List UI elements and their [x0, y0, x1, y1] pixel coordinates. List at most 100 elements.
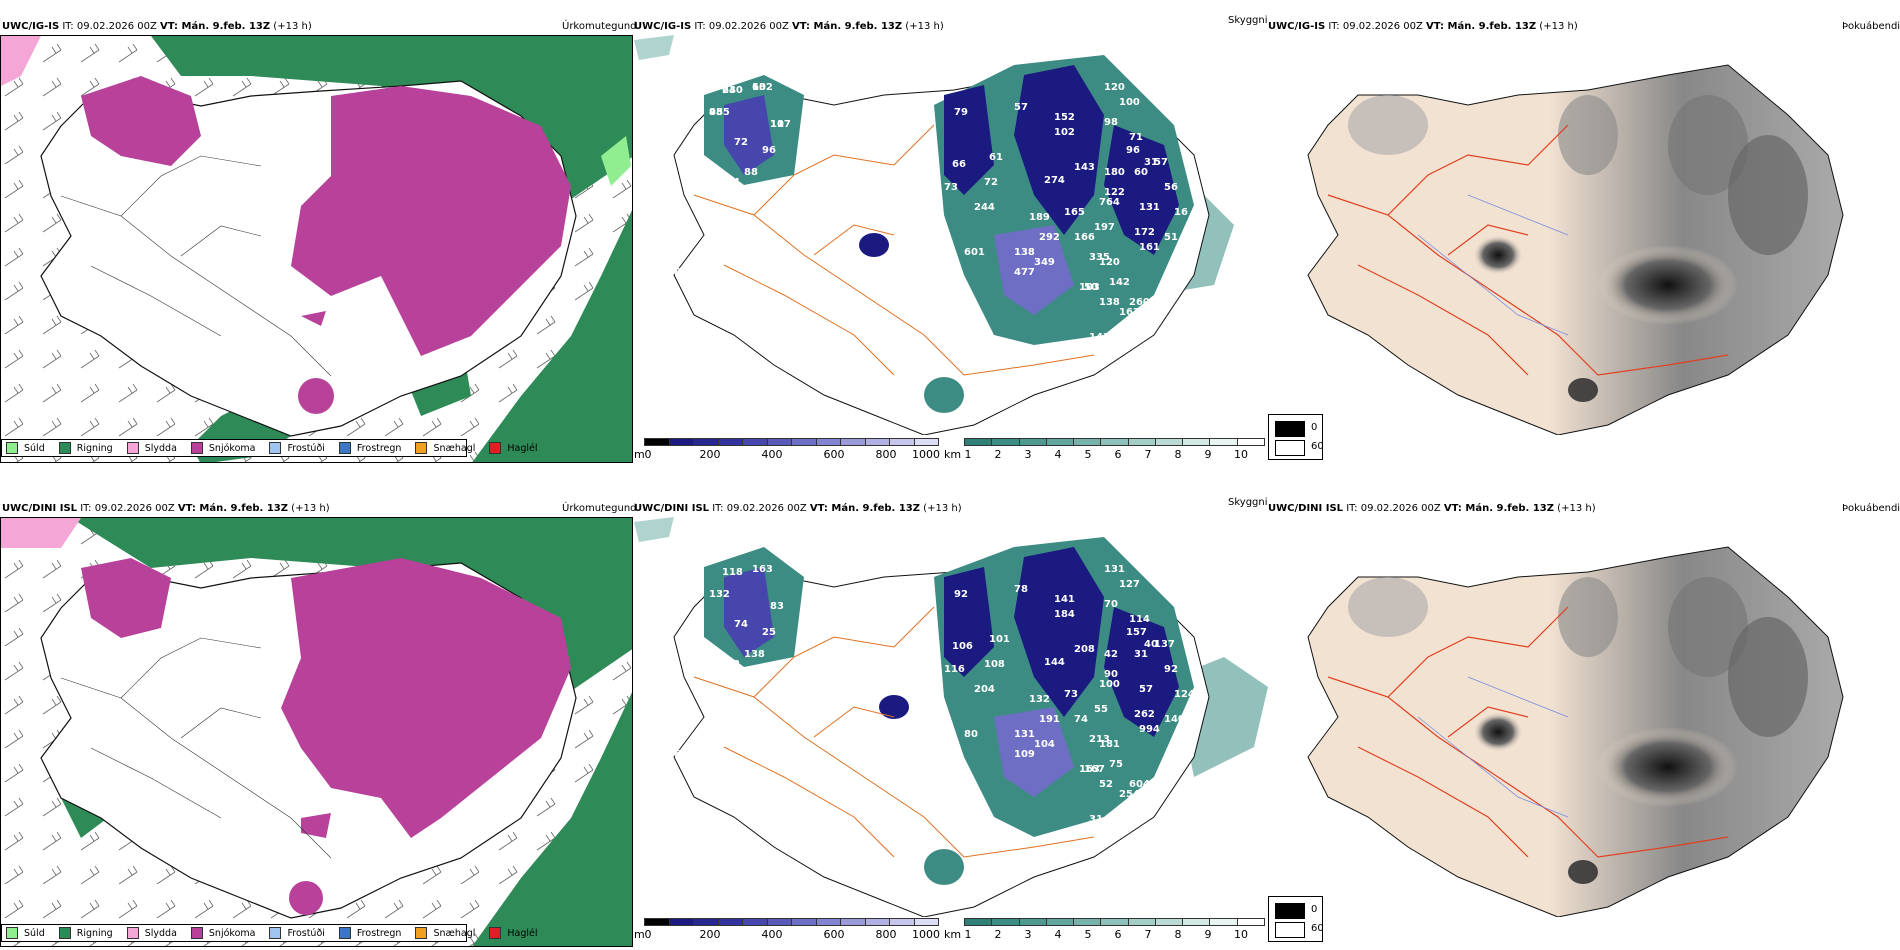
- precip-value-label: 96: [1126, 145, 1140, 156]
- precip-label-group: 118 163 132 83 74 25 138 22 64 92 78 106 116 101 108 20…: [674, 564, 1195, 825]
- init-time: IT: 09.02.2026 00Z: [709, 503, 810, 514]
- legend-label: Frostregn: [356, 927, 402, 939]
- cloud-title: Skyggni: [1228, 15, 1268, 26]
- precip-value-label: 78: [1014, 584, 1028, 595]
- precip-value-label: 61: [989, 152, 1003, 163]
- fog-legend-top-label: 0: [1311, 422, 1318, 433]
- fog-legend: 0 60: [1268, 414, 1324, 460]
- legend-label: Frostúði: [287, 442, 325, 454]
- precip-value-label: 66: [952, 159, 966, 170]
- colorbar-segment: [1127, 918, 1156, 926]
- legend-label: Snjókoma: [208, 442, 256, 454]
- precip-value-label: 54: [726, 177, 740, 188]
- precip-value-label: 260: [1129, 297, 1150, 308]
- precip-value-label: 197: [1094, 222, 1115, 233]
- header-row-2-panel2: UWC/DINI ISL IT: 09.02.2026 00Z VT: Mán.…: [634, 503, 962, 514]
- precip-value-label: 120: [1104, 82, 1125, 93]
- precip-value-label: 40: [1144, 639, 1158, 650]
- legend-swatch: [58, 927, 71, 939]
- fog-title: Þokuábendi: [1842, 503, 1900, 514]
- legend-label: Snæhagl: [433, 927, 476, 939]
- colorbar-tick: 2: [994, 928, 1002, 941]
- colorbar-tick: 8: [1174, 448, 1182, 461]
- precip-value-label: 184: [1054, 609, 1075, 620]
- precip-label-group: 230 102 95 11 72 96 88 54 80 79 57 66 73 61 72 244 152 10…: [674, 82, 1188, 343]
- fog-map-svg: [1307, 546, 1844, 917]
- precip-value-label: 71: [1129, 132, 1143, 143]
- legend-label: Haglél: [507, 927, 538, 939]
- valid-time: VT: Mán. 9.feb. 13Z: [792, 21, 903, 32]
- precip-value-label: 109: [1014, 749, 1035, 760]
- precip-value-label: 108: [984, 659, 1005, 670]
- colorbar-segment: [1018, 438, 1047, 446]
- legend-label: Súld: [24, 927, 45, 939]
- legend-swatch: [6, 927, 18, 939]
- precip-value-label: 88: [744, 167, 758, 178]
- precip-value-label: 274: [1044, 175, 1065, 186]
- legend-swatch: [489, 442, 502, 454]
- legend-item: Snjókoma: [190, 442, 256, 454]
- colorbar-segment: [913, 438, 939, 446]
- legend-label: Slydda: [144, 927, 177, 939]
- legend-item: Snjókoma: [190, 927, 256, 939]
- header-row-1-panel3: UWC/IG-IS IT: 09.02.2026 00Z VT: Mán. 9.…: [1268, 21, 1578, 32]
- precip-value-label: 57: [1014, 102, 1028, 113]
- fog-legend: 0 60: [1268, 896, 1324, 942]
- legend-swatch: [415, 927, 428, 939]
- legend-label: Slydda: [144, 442, 177, 454]
- colorbar-tick: 800: [875, 448, 897, 461]
- colorbar-segment: [1045, 438, 1075, 446]
- precip-value-label: 80: [964, 729, 978, 740]
- precip-value-label: 118: [722, 567, 743, 578]
- precip-value-label: 254: [1119, 789, 1140, 800]
- fog-map-svg: [1307, 64, 1844, 435]
- precip-value-label: 142: [1109, 277, 1130, 288]
- colorbar-tick: 1: [964, 448, 972, 461]
- colorbar-m: m 0 200 400 600 800 1000: [634, 438, 940, 462]
- colorbar-tick: 200: [699, 928, 721, 941]
- lead-time: (+13 h): [1536, 21, 1578, 32]
- fog-legend-white: [1275, 440, 1305, 456]
- legend-item: Rigning: [58, 442, 113, 454]
- legend-item: Frostregn: [338, 927, 402, 939]
- colorbar-segment: [766, 438, 792, 446]
- model-name: UWC/DINI ISL: [634, 503, 710, 514]
- legend-swatch: [126, 442, 139, 454]
- fog-legend-white: [1275, 922, 1305, 938]
- precip-value-label: 349: [1034, 257, 1055, 268]
- precip-type-svg: [1, 36, 632, 462]
- precip-value-label: 143: [1089, 332, 1110, 343]
- colorbar-tick: 5: [1084, 928, 1092, 941]
- colorbar-unit: m: [634, 928, 645, 941]
- colorbar-tick: 400: [761, 928, 783, 941]
- colorbar-segment: [889, 918, 915, 926]
- legend-swatch: [338, 442, 351, 454]
- colorbar-tick: 5: [1084, 448, 1092, 461]
- init-time: IT: 09.02.2026 00Z: [59, 21, 161, 32]
- colorbar-segment: [1154, 438, 1184, 446]
- precip-value-label: 98: [1104, 117, 1118, 128]
- colorbar-unit: km: [944, 928, 962, 941]
- precip-value-label: 157: [1126, 627, 1147, 638]
- precip-value-label: 132: [1029, 694, 1050, 705]
- colorbar-tick: 400: [761, 448, 783, 461]
- valid-time: VT: Mán. 9.feb. 13Z: [160, 21, 271, 32]
- colorbar-segment: [815, 438, 841, 446]
- legend-swatch: [190, 927, 203, 939]
- colorbar-segment: [964, 918, 993, 926]
- precip-value-label: 477: [1014, 267, 1035, 278]
- model-name: UWC/IG-IS: [634, 21, 692, 32]
- precip-value-label: 131: [1139, 202, 1160, 213]
- legend-label: Snjókoma: [208, 927, 256, 939]
- legend-item: Súld: [6, 927, 45, 939]
- colorbar-segment: [668, 918, 694, 926]
- precip-value-label: 191: [1039, 714, 1060, 725]
- precip-value-label: 131: [1014, 729, 1035, 740]
- legend-swatch: [269, 442, 282, 454]
- legend-label: Rigning: [76, 442, 113, 454]
- colorbar-segment: [791, 438, 817, 446]
- valid-time: VT: Mán. 9.feb. 13Z: [177, 503, 288, 514]
- fog-map: [1268, 35, 1900, 435]
- precip-value-label: 163: [1079, 764, 1100, 775]
- colorbar-segment: [991, 918, 1020, 926]
